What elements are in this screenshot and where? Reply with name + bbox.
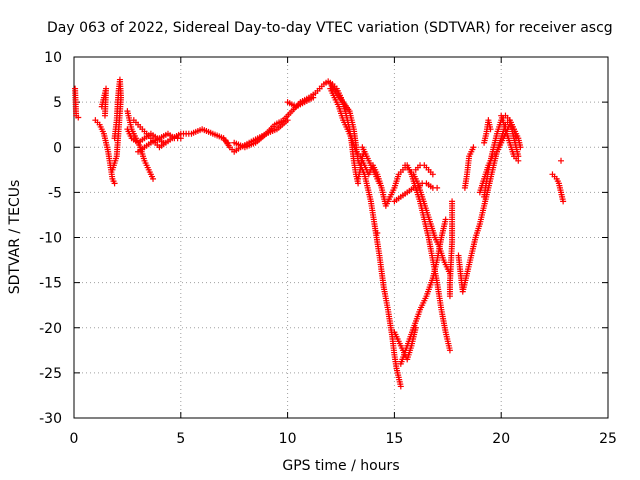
data-point bbox=[558, 157, 565, 164]
data-point bbox=[150, 175, 157, 182]
data-point bbox=[442, 216, 449, 223]
data-point bbox=[515, 157, 522, 164]
data-point bbox=[111, 180, 118, 187]
data-point bbox=[429, 171, 436, 178]
data-point bbox=[177, 135, 184, 142]
data-points bbox=[72, 76, 567, 390]
y-tick-label: -10 bbox=[39, 231, 62, 247]
x-tick-label: 20 bbox=[492, 431, 510, 447]
x-tick-label: 25 bbox=[599, 431, 617, 447]
y-tick-label: -5 bbox=[48, 185, 62, 201]
x-axis-label: GPS time / hours bbox=[282, 458, 399, 474]
data-point bbox=[359, 144, 366, 151]
data-point bbox=[109, 166, 116, 173]
data-point bbox=[470, 144, 477, 151]
data-point bbox=[75, 114, 82, 121]
data-point bbox=[397, 383, 404, 390]
axis-ticks: 0 5 10 15 20 25 -30 -25 -20 -15 -10 -5 0 5 10 bbox=[39, 50, 617, 447]
y-tick-label: 5 bbox=[53, 95, 62, 111]
data-point bbox=[374, 229, 381, 236]
data-point bbox=[434, 184, 441, 191]
y-tick-label: -20 bbox=[39, 321, 62, 337]
y-tick-label: 10 bbox=[44, 50, 62, 66]
y-tick-label: -30 bbox=[39, 411, 62, 427]
data-point bbox=[560, 198, 567, 205]
y-tick-label: 0 bbox=[53, 140, 62, 156]
data-point bbox=[101, 112, 108, 119]
y-tick-label: -25 bbox=[39, 366, 62, 382]
data-point bbox=[517, 144, 524, 151]
x-tick-label: 10 bbox=[279, 431, 297, 447]
grid bbox=[74, 57, 608, 418]
data-point bbox=[284, 117, 291, 124]
chart-title: Day 063 of 2022, Sidereal Day-to-day VTE… bbox=[47, 20, 613, 36]
data-point bbox=[446, 347, 453, 354]
x-tick-label: 15 bbox=[385, 431, 403, 447]
x-tick-label: 5 bbox=[176, 431, 185, 447]
y-tick-label: -15 bbox=[39, 276, 62, 292]
y-axis-label: SDTVAR / TECUs bbox=[7, 180, 23, 295]
data-point bbox=[310, 94, 317, 101]
data-point bbox=[446, 293, 453, 300]
data-point bbox=[481, 139, 488, 146]
x-tick-label: 0 bbox=[70, 431, 79, 447]
